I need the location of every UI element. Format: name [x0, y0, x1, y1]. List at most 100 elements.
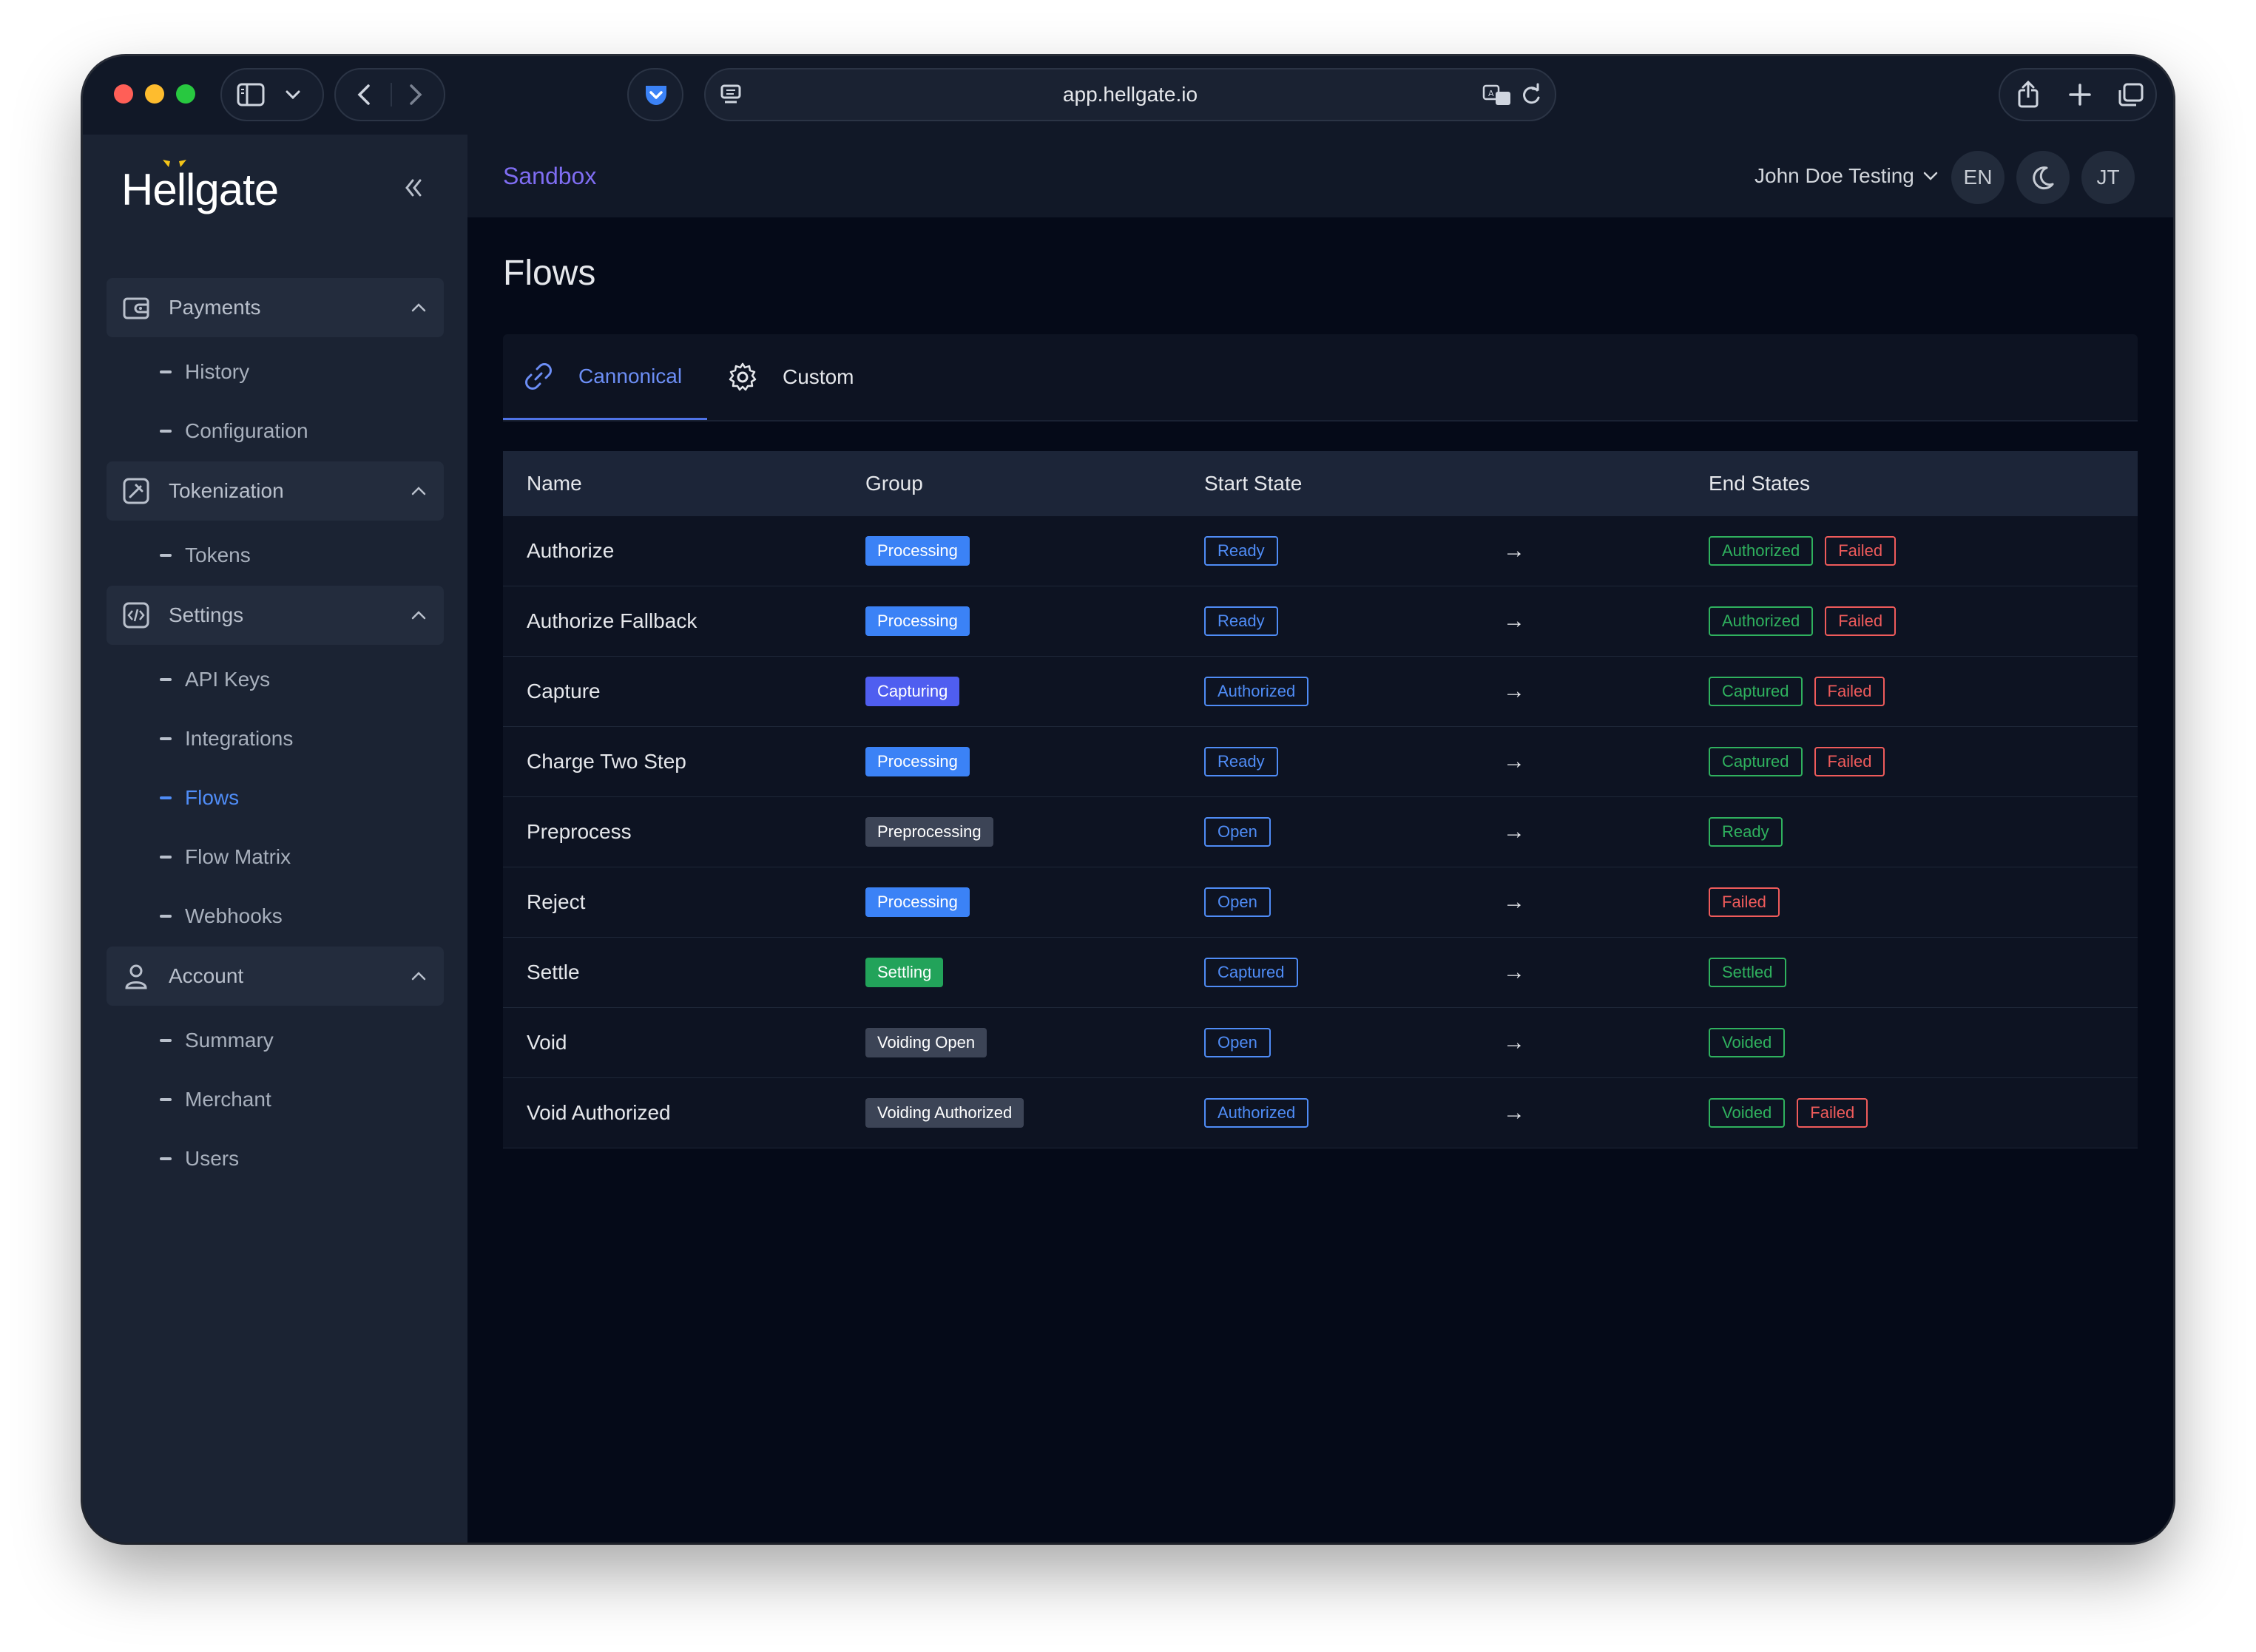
sidebar-item-users[interactable]: Users [160, 1140, 239, 1177]
nav-group-settings[interactable]: Settings [107, 586, 444, 645]
column-header-end-states[interactable]: End States [1709, 472, 1810, 495]
nav-group-account[interactable]: Account [107, 947, 444, 1006]
sidebar-item-configuration[interactable]: Configuration [160, 413, 308, 450]
nav-group-label: Payments [169, 296, 261, 319]
table-row[interactable]: Settle Settling Captured → Settled [503, 938, 2138, 1008]
minimize-window-button[interactable] [145, 84, 164, 104]
end-states-cell: Voided Failed [1709, 1078, 1868, 1148]
close-window-button[interactable] [114, 84, 133, 104]
table-row[interactable]: Reject Processing Open → Failed [503, 867, 2138, 938]
group-badge: Processing [865, 747, 970, 776]
chevron-up-icon [410, 482, 428, 504]
table-row[interactable]: Void Authorized Voiding Authorized Authori… [503, 1078, 2138, 1148]
sidebar-item-merchant[interactable]: Merchant [160, 1081, 271, 1118]
address-bar[interactable]: app.hellgate.io A [704, 68, 1556, 121]
group-badge: Preprocessing [865, 817, 993, 847]
translate-icon[interactable]: A [1482, 83, 1512, 108]
sidebar-item-tokens[interactable]: Tokens [160, 537, 251, 574]
sidebar-item-flows[interactable]: Flows [160, 779, 239, 816]
sidebar-item-label: Configuration [185, 419, 308, 442]
back-icon[interactable] [354, 81, 376, 108]
sidebar-item-label: Flows [185, 786, 240, 809]
end-state-badge: Settled [1709, 958, 1786, 987]
sidebar-item-api-keys[interactable]: API Keys [160, 661, 270, 698]
forward-icon[interactable] [404, 81, 426, 108]
table-row[interactable]: Void Voiding Open Open → Voided [503, 1008, 2138, 1078]
arrow-cell: → [1503, 1008, 1525, 1077]
end-state-badge: Captured [1709, 677, 1803, 706]
end-state-badge: Failed [1825, 606, 1897, 636]
maximize-window-button[interactable] [176, 84, 195, 104]
group-cell: Voiding Authorized [865, 1078, 1024, 1148]
start-state-cell: Captured [1204, 938, 1298, 1007]
sidebar-item-label: Tokens [185, 544, 251, 566]
end-states-cell: Settled [1709, 938, 1786, 1007]
collapse-sidebar-button[interactable] [402, 176, 426, 203]
table-row[interactable]: Authorize Fallback Processing Ready → Author… [503, 586, 2138, 657]
sidebar-item-label: History [185, 360, 250, 383]
start-state-badge: Open [1204, 887, 1271, 917]
start-state-badge: Captured [1204, 958, 1298, 987]
column-header-group[interactable]: Group [865, 472, 923, 495]
gear-icon [725, 359, 760, 395]
reload-icon[interactable] [1519, 83, 1543, 108]
tabs-divider [503, 420, 2138, 422]
flow-name: Reject [527, 890, 586, 913]
start-state-cell: Authorized [1204, 1078, 1309, 1148]
name-cell: Authorize Fallback [527, 586, 697, 656]
tabs-bar: Cannonical Custom [503, 334, 2138, 420]
sidebar-item-label: Integrations [185, 727, 294, 750]
sidebar-item-flow-matrix[interactable]: Flow Matrix [160, 839, 291, 876]
theme-toggle-button[interactable] [2016, 151, 2070, 204]
nav-group-label: Account [169, 964, 244, 987]
avatar[interactable]: JT [2081, 151, 2135, 204]
arrow-cell: → [1503, 516, 1525, 586]
chevron-down-icon[interactable] [284, 86, 302, 104]
arrow-icon: → [1503, 890, 1525, 914]
link-icon [521, 359, 556, 394]
nav-group-tokenization[interactable]: Tokenization [107, 461, 444, 521]
tab-custom[interactable]: Custom [725, 334, 854, 420]
chevron-up-icon [410, 967, 428, 989]
user-icon [121, 961, 151, 995]
hellgate-logo[interactable]: Hellgate [121, 165, 279, 214]
sidebar-item-history[interactable]: History [160, 353, 249, 390]
name-cell: Authorize [527, 516, 614, 586]
group-cell: Capturing [865, 657, 960, 726]
arrow-cell: → [1503, 727, 1525, 796]
table-row[interactable]: Preprocess Preprocessing Open → Ready [503, 797, 2138, 867]
sidebar-item-integrations[interactable]: Integrations [160, 720, 293, 757]
token-icon [121, 476, 151, 510]
arrow-cell: → [1503, 867, 1525, 937]
name-cell: Void Authorized [527, 1078, 671, 1148]
group-cell: Preprocessing [865, 797, 993, 867]
table-row[interactable]: Charge Two Step Processing Ready → Captured F… [503, 727, 2138, 797]
language-button[interactable]: EN [1951, 151, 2005, 204]
nav-group-payments[interactable]: Payments [107, 278, 444, 337]
group-cell: Processing [865, 867, 970, 937]
name-cell: Void [527, 1008, 567, 1077]
tab-overview-icon[interactable] [2117, 81, 2145, 108]
end-states-cell: Voided [1709, 1008, 1786, 1077]
page-settings-icon[interactable] [719, 81, 743, 108]
user-menu-button[interactable]: John Doe Testing [1755, 135, 1939, 217]
end-state-badge: Ready [1709, 817, 1783, 847]
start-state-cell: Ready [1204, 516, 1278, 586]
pocket-extension-button[interactable] [627, 68, 683, 121]
tab-cannonical[interactable]: Cannonical [503, 334, 707, 420]
arrow-icon: → [1503, 609, 1525, 633]
svg-text:A: A [1488, 89, 1494, 98]
table-body: Authorize Processing Ready → Authorized Faile… [503, 516, 2138, 1148]
group-badge: Processing [865, 536, 970, 566]
share-icon[interactable] [2015, 80, 2041, 109]
chevron-down-icon [1922, 167, 1939, 185]
column-header-name[interactable]: Name [527, 472, 582, 495]
environment-label[interactable]: Sandbox [503, 163, 597, 189]
sidebar-item-summary[interactable]: Summary [160, 1022, 274, 1059]
new-tab-icon[interactable] [2067, 81, 2093, 108]
table-row[interactable]: Authorize Processing Ready → Authorized Faile… [503, 516, 2138, 586]
table-row[interactable]: Capture Capturing Authorized → Captured Faile… [503, 657, 2138, 727]
sidebar-item-webhooks[interactable]: Webhooks [160, 898, 283, 935]
sidebar-toggle-button[interactable] [220, 68, 324, 121]
column-header-start-state[interactable]: Start State [1204, 472, 1303, 495]
